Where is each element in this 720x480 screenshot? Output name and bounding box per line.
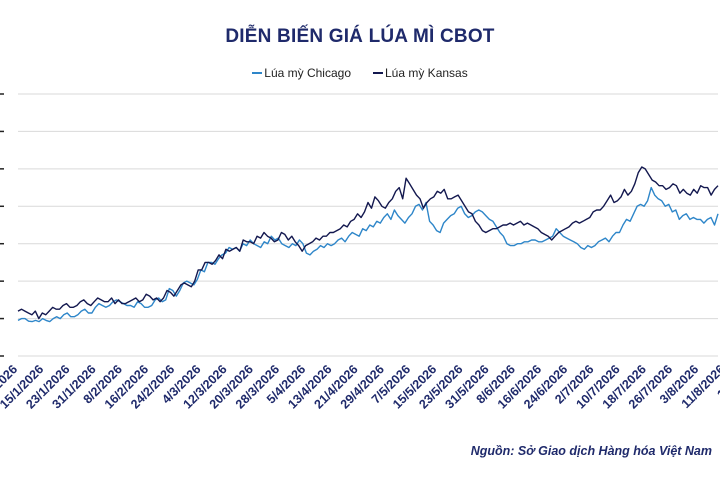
legend-item-chicago: Lúa mỳ Chicago (252, 66, 351, 80)
legend-label-kansas: Lúa mỳ Kansas (385, 66, 468, 80)
chart-series (17, 166, 719, 323)
x-axis-ticks: /1/202615/1/202623/1/202631/1/20268/2/20… (0, 362, 720, 411)
legend-item-kansas: Lúa mỳ Kansas (373, 66, 468, 80)
series-line-chicago (17, 186, 719, 323)
y-axis-ticks (0, 93, 4, 357)
chart-title: DIỄN BIẾN GIÁ LÚA MÌ CBOT (225, 26, 495, 47)
series-line-kansas (17, 166, 719, 320)
legend-label-chicago: Lúa mỳ Chicago (264, 66, 351, 80)
chart-legend: Lúa mỳ Chicago Lúa mỳ Kansas (0, 66, 720, 80)
legend-swatch-kansas (373, 72, 383, 74)
source-note: Nguồn: Sở Giao dịch Hàng hóa Việt Nam (470, 444, 712, 458)
legend-swatch-chicago (252, 72, 263, 74)
chart-gridlines (18, 93, 718, 357)
